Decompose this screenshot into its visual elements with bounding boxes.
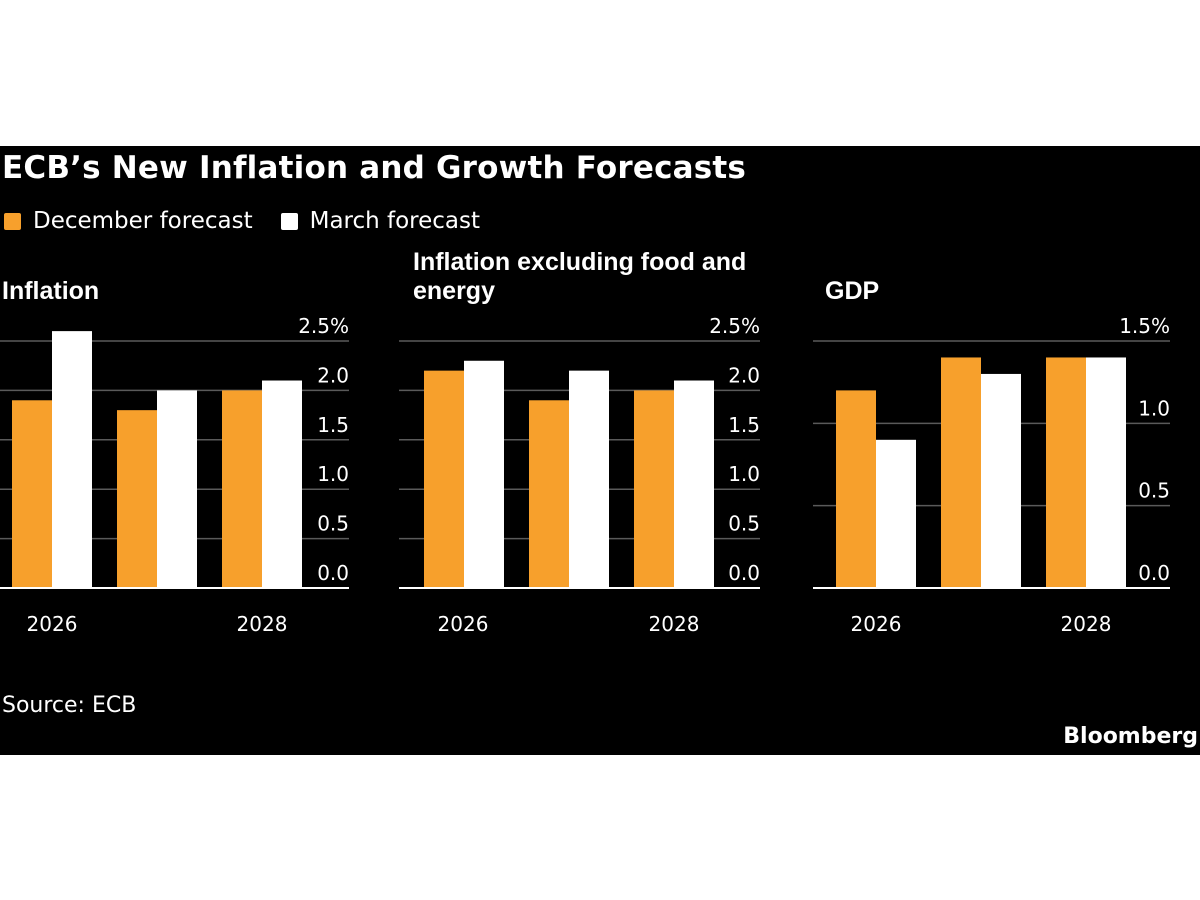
y-tick-label: 2.5%	[709, 314, 760, 338]
y-tick-label: 1.5	[317, 413, 349, 437]
bar-march-2027	[569, 370, 609, 588]
legend-swatch-march	[280, 212, 298, 230]
legend-item-march: March forecast	[280, 208, 481, 234]
bar-december-2028	[1046, 357, 1086, 588]
bar-december-2028	[222, 390, 262, 588]
y-tick-label: 1.5%	[1119, 314, 1170, 338]
bar-march-2026	[876, 439, 916, 588]
charts-canvas: 0.0 0.5 1.0 1.5 2.0 2.5% 2026 2028 0.0 0.5 1.0 1.5 2…	[0, 314, 1170, 636]
bar-march-2028	[674, 380, 714, 588]
y-tick-label: 0.5	[1138, 479, 1170, 503]
bar-december-2028	[634, 390, 674, 588]
y-tick-label: 2.0	[728, 363, 760, 387]
y-tick-label: 0.0	[317, 561, 349, 585]
y-tick-label: 2.0	[317, 363, 349, 387]
subchart-title-gdp: GDP	[825, 277, 880, 305]
bar-december-2027	[529, 400, 569, 588]
chart-title: ECB’s New Inflation and Growth Forecasts	[2, 150, 747, 186]
y-tick-label: 0.5	[728, 512, 760, 536]
y-tick-label: 1.0	[317, 462, 349, 486]
x-tick-label: 2028	[1061, 612, 1112, 636]
x-tick-label: 2026	[27, 612, 78, 636]
bar-march-2028	[1086, 357, 1126, 588]
bar-march-2028	[262, 380, 302, 588]
bar-march-2027	[981, 373, 1021, 588]
bar-march-2026	[52, 331, 92, 588]
bar-december-2026	[12, 400, 52, 588]
y-tick-label: 1.0	[728, 462, 760, 486]
y-tick-label: 0.0	[1138, 561, 1170, 585]
bar-december-2026	[836, 390, 876, 588]
legend: December forecast March forecast	[4, 206, 508, 236]
bar-december-2026	[424, 370, 464, 588]
y-tick-label: 2.5%	[298, 314, 349, 338]
legend-label-march: March forecast	[309, 208, 481, 234]
legend-label-december: December forecast	[33, 208, 253, 234]
bar-march-2026	[464, 360, 504, 588]
y-tick-label: 1.5	[728, 413, 760, 437]
subchart-title-inflation: Inflation	[2, 277, 100, 305]
bar-december-2027	[941, 357, 981, 588]
chart-panel: ECB’s New Inflation and Growth Forecasts…	[0, 146, 1200, 755]
x-tick-label: 2026	[851, 612, 902, 636]
x-tick-label: 2028	[649, 612, 700, 636]
y-tick-label: 1.0	[1138, 396, 1170, 420]
legend-swatch-december	[4, 212, 21, 230]
x-tick-label: 2026	[438, 612, 489, 636]
bar-march-2027	[157, 390, 197, 588]
bar-december-2027	[117, 410, 157, 588]
x-tick-label: 2028	[237, 612, 288, 636]
y-tick-label: 0.0	[728, 561, 760, 585]
bloomberg-logo: Bloomberg	[1063, 724, 1198, 749]
source-note: Source: ECB	[2, 693, 137, 718]
subchart-title-core-inflation: Inflation excluding food and energy	[413, 248, 747, 305]
legend-item-december: December forecast	[4, 208, 253, 234]
y-tick-label: 0.5	[317, 512, 349, 536]
